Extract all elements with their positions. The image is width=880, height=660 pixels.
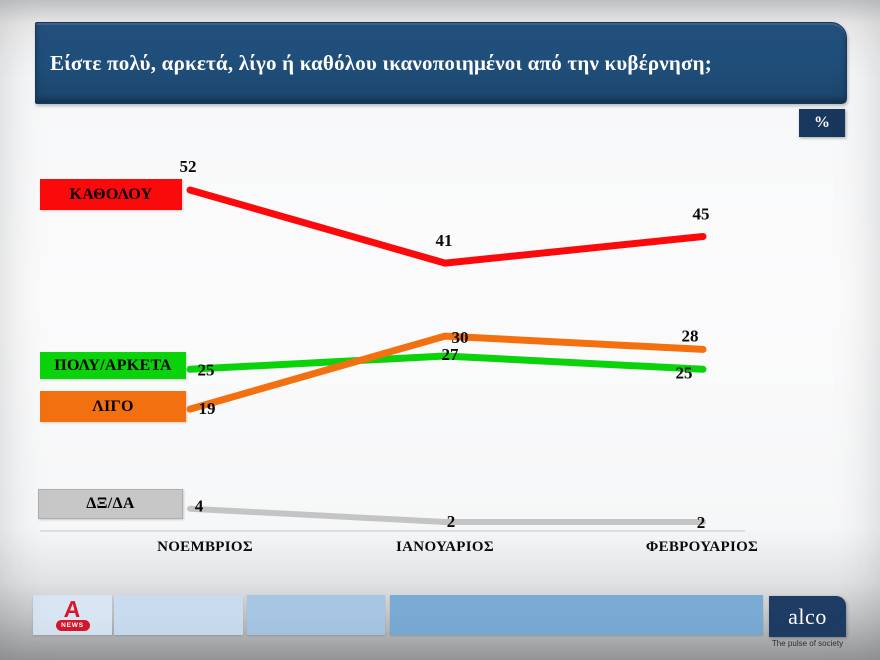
legend-ligo: ΛΙΓΟ	[40, 391, 186, 422]
series-line-3	[187, 505, 706, 525]
value-label-2-0: 19	[199, 399, 216, 418]
alco-logo: alco	[769, 596, 846, 637]
question-header: Είστε πολύ, αρκετά, λίγο ή καθόλου ικανο…	[35, 22, 847, 104]
legend-poly-arketa: ΠΟΛΥ/ΑΡΚΕΤΑ	[40, 352, 186, 379]
value-label-3-1: 2	[447, 512, 456, 531]
value-label-0-0: 52	[180, 157, 197, 176]
series-line-2	[186, 332, 707, 413]
legend-katholou: ΚΑΘΟΛΟΥ	[40, 179, 182, 210]
legend-katholou-label: ΚΑΘΟΛΟΥ	[69, 185, 153, 203]
value-label-3-2: 2	[697, 513, 706, 532]
footer-bar-2	[114, 595, 243, 635]
value-label-0-1: 41	[436, 231, 453, 250]
value-label-2-1: 30	[452, 328, 469, 347]
series-line-1	[186, 352, 707, 373]
footer-bar-4	[390, 595, 763, 635]
alco-tagline: The pulse of society	[771, 639, 844, 648]
legend-dxda: ΔΞ/ΔΑ	[38, 489, 183, 519]
value-label-0-2: 45	[693, 205, 710, 224]
footer-bar-3	[247, 595, 385, 635]
value-label-1-1: 27	[442, 345, 460, 364]
percent-unit-label: %	[814, 114, 830, 131]
legend-dxda-label: ΔΞ/ΔΑ	[86, 495, 135, 512]
legend-ligo-label: ΛΙΓΟ	[92, 397, 134, 415]
x-label-november: ΝΟΕΜΒΡΙΟΣ	[157, 539, 253, 555]
series-line-0	[186, 186, 707, 267]
page-title: Είστε πολύ, αρκετά, λίγο ή καθόλου ικανο…	[50, 50, 712, 75]
x-label-february: ΦΕΒΡΟΥΑΡΙΟΣ	[645, 539, 759, 555]
value-label-1-2: 25	[676, 363, 693, 382]
alpha-news-badge: NEWS	[55, 620, 90, 631]
x-label-january: ΙΑΝΟΥΑΡΙΟΣ	[396, 539, 494, 555]
alco-logo-text: alco	[788, 603, 827, 629]
value-label-1-0: 25	[198, 360, 215, 379]
legend-poly-arketa-label: ΠΟΛΥ/ΑΡΚΕΤΑ	[54, 356, 172, 374]
alpha-tv-logo-icon: A	[63, 596, 82, 622]
value-label-2-2: 28	[682, 326, 699, 345]
footer-bar-alpha: A NEWS	[33, 595, 112, 635]
value-label-3-0: 4	[195, 497, 204, 516]
percent-unit-badge: %	[799, 109, 845, 137]
